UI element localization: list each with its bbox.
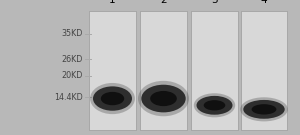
Text: 4: 4 bbox=[261, 0, 267, 5]
Bar bbox=[241, 11, 287, 130]
Ellipse shape bbox=[243, 100, 285, 119]
Ellipse shape bbox=[90, 83, 135, 114]
Ellipse shape bbox=[194, 93, 235, 117]
Bar bbox=[191, 11, 238, 130]
Bar bbox=[140, 11, 187, 130]
Text: 26KD: 26KD bbox=[61, 55, 82, 64]
Text: 1: 1 bbox=[109, 0, 116, 5]
Text: 35KD: 35KD bbox=[61, 29, 82, 38]
Ellipse shape bbox=[150, 91, 177, 106]
Text: 14.4KD: 14.4KD bbox=[54, 93, 82, 102]
Ellipse shape bbox=[196, 96, 232, 115]
Ellipse shape bbox=[252, 104, 276, 114]
Bar bbox=[89, 11, 136, 130]
Ellipse shape bbox=[101, 92, 124, 105]
Text: 2: 2 bbox=[160, 0, 167, 5]
Text: 20KD: 20KD bbox=[61, 71, 82, 80]
Ellipse shape bbox=[138, 81, 189, 116]
Ellipse shape bbox=[204, 100, 225, 110]
Ellipse shape bbox=[141, 85, 186, 112]
Ellipse shape bbox=[240, 97, 288, 121]
Text: 3: 3 bbox=[211, 0, 218, 5]
Ellipse shape bbox=[93, 86, 132, 111]
